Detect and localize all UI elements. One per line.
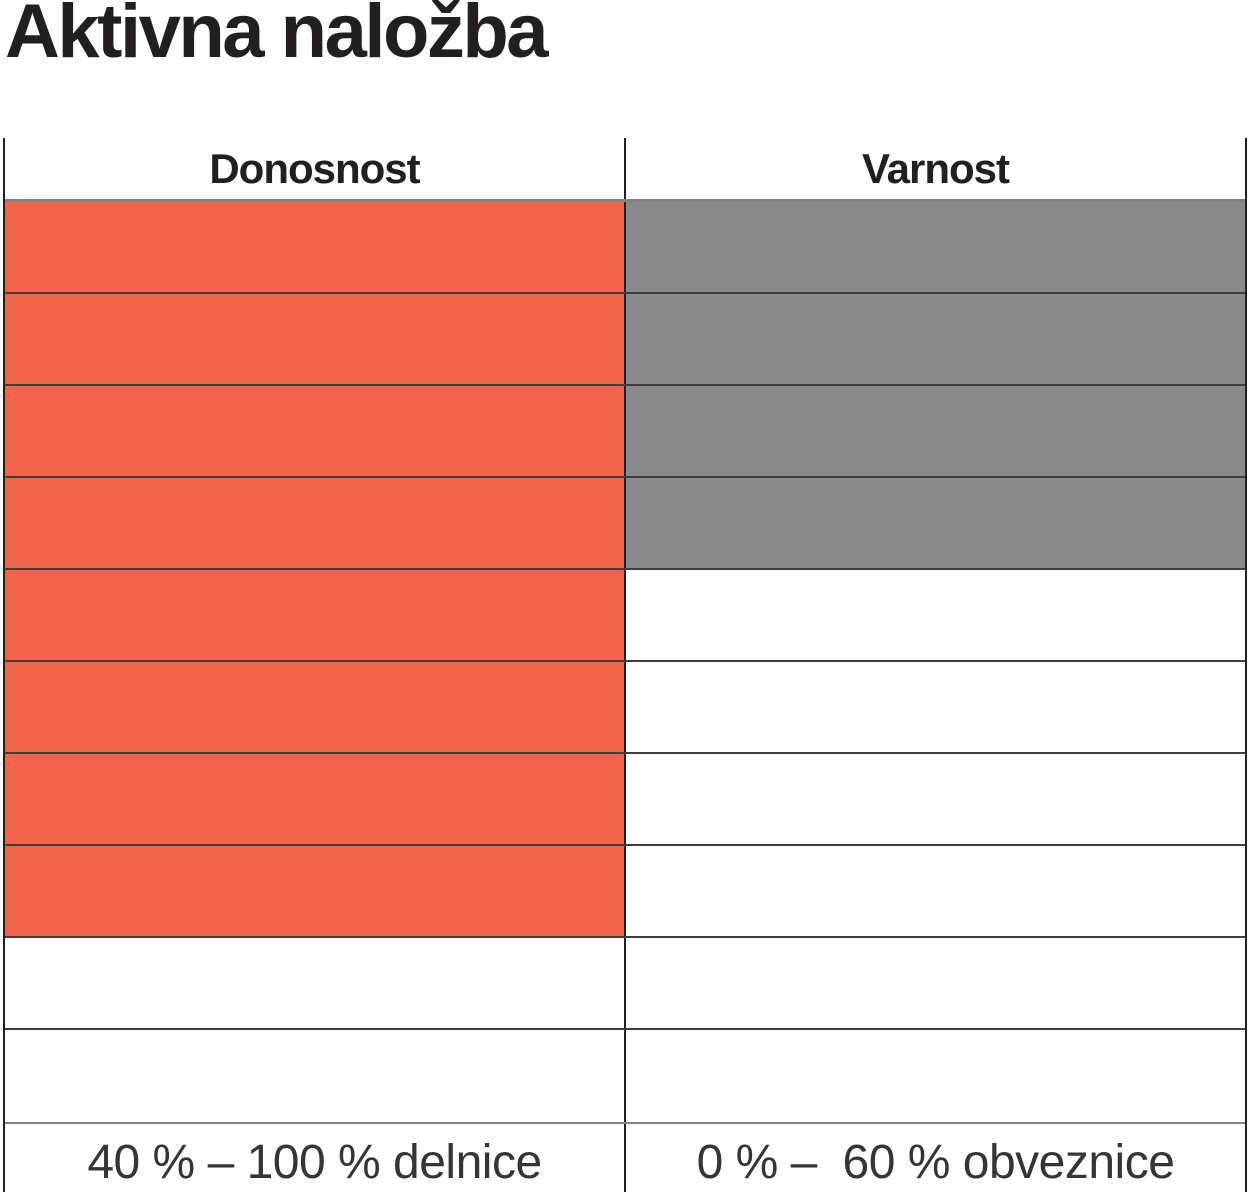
table-row <box>5 662 1245 754</box>
table-row <box>5 478 1245 570</box>
table-body <box>5 202 1245 1122</box>
varnost-cell-4-filled <box>624 478 1245 568</box>
allocation-table: Donosnost Varnost 40 % – 100 % delnice 0… <box>3 138 1247 1192</box>
table-header-row: Donosnost Varnost <box>5 138 1245 202</box>
table-row <box>5 846 1245 938</box>
range-label-delnice: 40 % – 100 % delnice <box>87 1136 542 1189</box>
table-row <box>5 202 1245 294</box>
varnost-cell-1-filled <box>624 202 1245 292</box>
varnost-cell-8-empty <box>624 846 1245 936</box>
varnost-cell-5-empty <box>624 570 1245 660</box>
range-label-obveznice: 0 % – 60 % obveznice <box>624 1124 1245 1192</box>
table-row <box>5 294 1245 386</box>
varnost-cell-2-filled <box>624 294 1245 384</box>
varnost-cell-10-empty <box>624 1030 1245 1122</box>
donosnost-cell-4-filled <box>5 478 624 568</box>
table-row <box>5 938 1245 1030</box>
column-header-varnost: Varnost <box>624 138 1245 199</box>
varnost-cell-9-empty <box>624 938 1245 1028</box>
donosnost-cell-1-filled <box>5 202 624 292</box>
page-title: Aktivna naložba <box>5 0 549 74</box>
donosnost-cell-9-empty <box>5 938 624 1028</box>
donosnost-cell-10-empty <box>5 1030 624 1122</box>
donosnost-cell-6-filled <box>5 662 624 752</box>
table-row <box>5 570 1245 662</box>
table-row <box>5 386 1245 478</box>
column-header-donosnost: Donosnost <box>209 144 420 192</box>
donosnost-cell-8-filled <box>5 846 624 936</box>
table-footer-row: 40 % – 100 % delnice 0 % – 60 % obveznic… <box>5 1122 1245 1192</box>
table-row <box>5 754 1245 846</box>
varnost-cell-7-empty <box>624 754 1245 844</box>
table-row <box>5 1030 1245 1122</box>
varnost-cell-3-filled <box>624 386 1245 476</box>
donosnost-cell-3-filled <box>5 386 624 476</box>
donosnost-cell-2-filled <box>5 294 624 384</box>
donosnost-cell-7-filled <box>5 754 624 844</box>
donosnost-cell-5-filled <box>5 570 624 660</box>
varnost-cell-6-empty <box>624 662 1245 752</box>
